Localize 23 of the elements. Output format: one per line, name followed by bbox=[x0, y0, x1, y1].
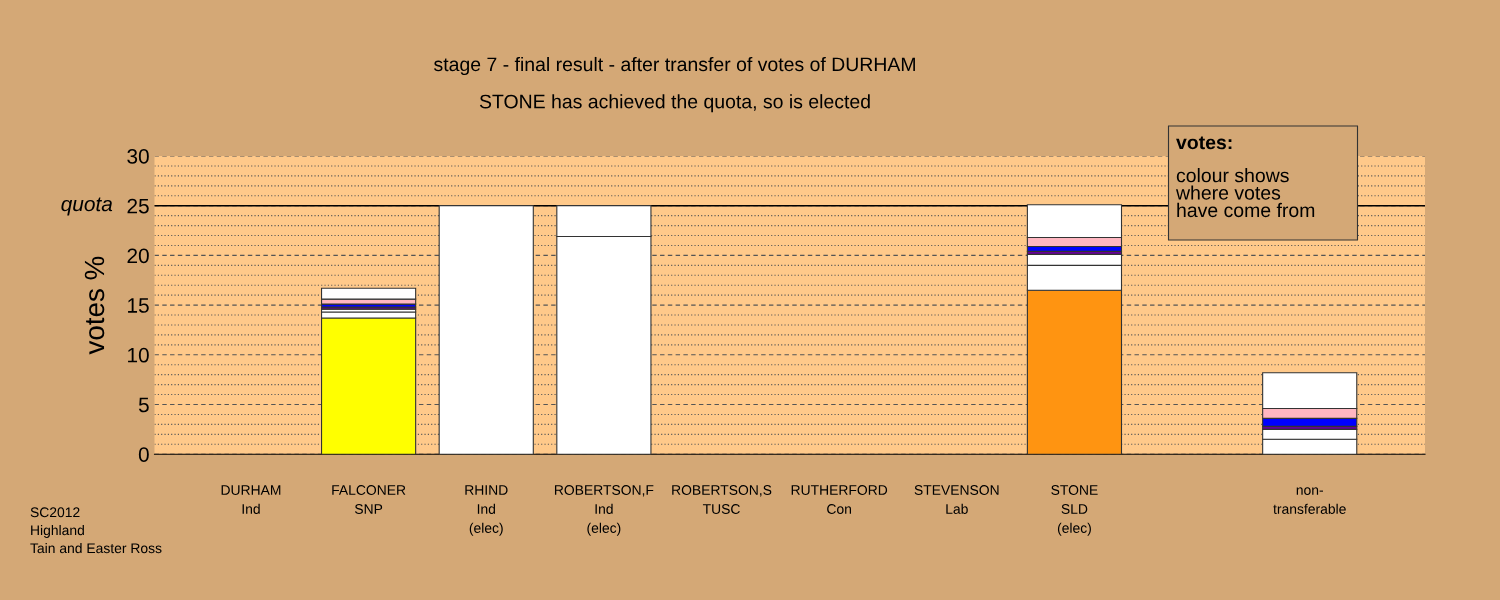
x-tick-label: STONE SLD (elec) bbox=[1051, 485, 1098, 536]
x-tick-label: STEVENSON Lab bbox=[914, 485, 999, 514]
x-tick-label: ROBERTSON,S TUSC bbox=[672, 485, 772, 514]
x-tick-label: FALCONER SNP bbox=[332, 485, 406, 514]
chart-subtitle: STONE has achieved the quota, so is elected bbox=[479, 94, 870, 113]
y-tick-label: 30 bbox=[127, 149, 149, 164]
x-tick-label: ROBERTSON,F Ind (elec) bbox=[554, 485, 654, 536]
x-tick-label: RUTHERFORD Con bbox=[791, 485, 888, 514]
y-tick-label: 15 bbox=[128, 298, 149, 313]
y-tick-label: 5 bbox=[138, 397, 149, 413]
x-tick-label: DURHAM Ind bbox=[221, 485, 281, 514]
y-tick-label: 0 bbox=[138, 447, 149, 462]
x-tick-label: non- transferable bbox=[1273, 487, 1346, 514]
y-axis-title: votes % bbox=[84, 256, 105, 355]
y-tick-label: 20 bbox=[127, 248, 149, 264]
text: votes: bbox=[1176, 136, 1232, 150]
x-tick-label: RHIND Ind (elec) bbox=[465, 485, 508, 536]
y-tick-label: 25 bbox=[127, 198, 149, 214]
ref-line-label: quota bbox=[61, 197, 113, 216]
chart-title: stage 7 - final result - after transfer of votes of DURHAM bbox=[434, 56, 915, 76]
text: SC2012 Highland Tain and Easter Ross bbox=[30, 507, 162, 554]
annotation: colour shows where votes have come from bbox=[1175, 168, 1315, 218]
y-tick-label: 10 bbox=[128, 347, 149, 363]
